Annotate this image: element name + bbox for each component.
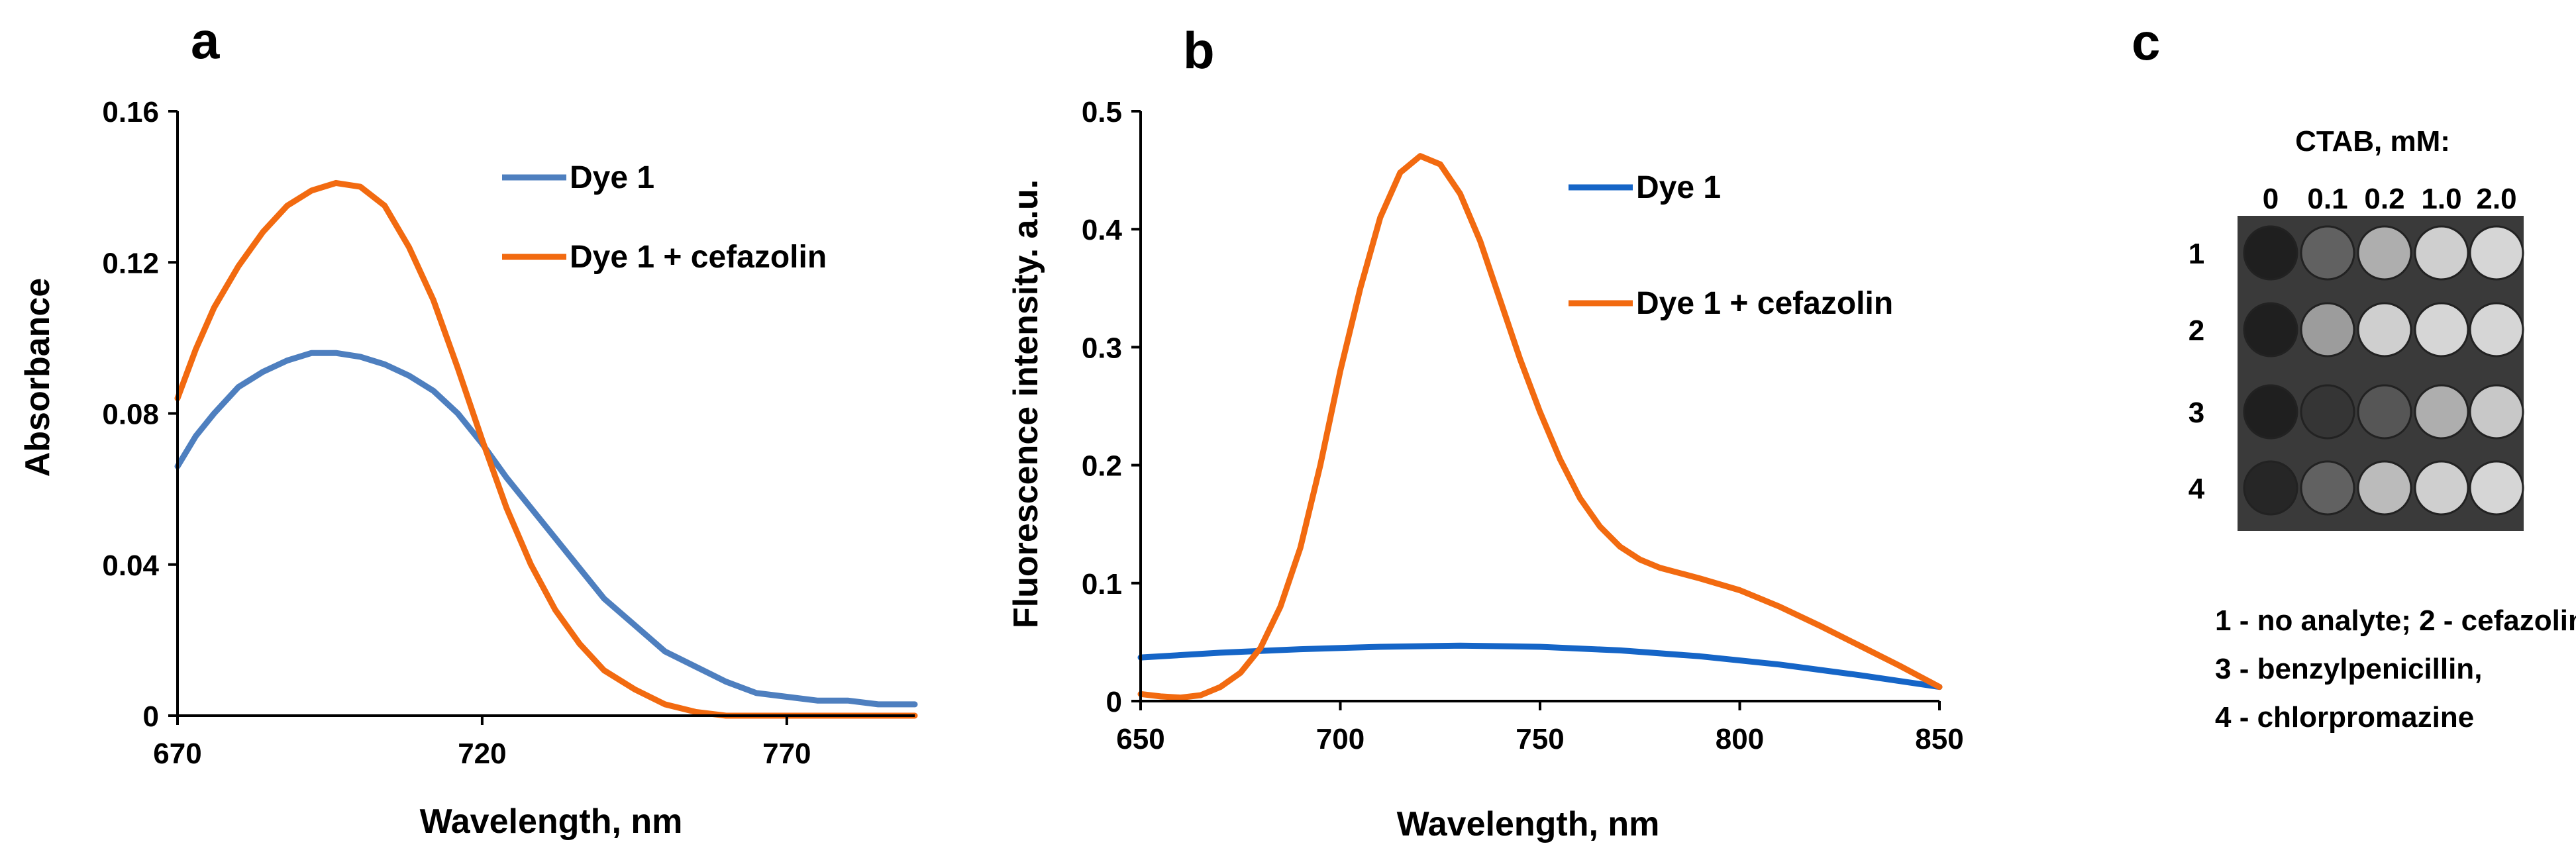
panel-b: b 0 0.1 0.2 0.3 0.4 0.5 650 700 750 800 850 Wavel… [1007,21,1964,843]
panel-letter-a: a [191,11,220,70]
plate-well [2469,225,2524,281]
plate-caption-line-2: 3 - benzylpenicillin, [2215,653,2482,685]
panel-b-x-tick-label: 650 [1116,723,1164,755]
plate-column-label: 0.2 [2364,183,2404,215]
plate-well [2469,460,2524,516]
plate-well [2414,302,2469,358]
panel-b-y-ticks: 0 0.1 0.2 0.3 0.4 0.5 [1082,96,1141,718]
plate-well [2243,460,2298,516]
plate-well [2243,225,2298,281]
panel-b-y-tick-label: 0.4 [1082,214,1123,246]
panel-b-series-dye1-line [1137,642,1943,691]
panel-a-x-tick-label: 670 [153,738,201,770]
panel-a-x-axis-title: Wavelength, nm [420,802,683,841]
panel-a-series-dye1-line [174,350,918,708]
plate-well [2357,225,2412,281]
panel-b-legend: Dye 1 Dye 1 + cefazolin [1569,170,1893,321]
panel-a-x-ticks: 670 720 770 [153,716,811,770]
plate-well [2243,302,2298,358]
panel-letter-b: b [1183,21,1215,79]
panel-b-x-tick-label: 700 [1316,723,1365,755]
panel-a-y-axis-title: Absorbance [19,278,57,477]
panel-b-y-axis-title: Fluorescence intensity. a.u. [1007,179,1045,628]
plate-column-label: 0.1 [2307,183,2347,215]
plate-well [2469,384,2524,440]
panel-a-x-tick-label: 770 [762,738,811,770]
panel-b-y-tick-label: 0.2 [1082,450,1122,483]
plate-row-label: 4 [2189,473,2205,505]
panel-b-plot [1137,111,1943,702]
plate-well [2414,225,2469,281]
panel-b-x-axis-title: Wavelength, nm [1397,805,1660,843]
plate-well [2357,302,2412,358]
panel-a-plot [174,111,918,719]
panel-c: c CTAB, mM: 0 0.1 0.2 1.0 2.0 1 2 3 4 1 - no an… [2132,13,2576,734]
panel-b-legend-cefazolin-label: Dye 1 + cefazolin [1636,286,1893,321]
panel-a-x-tick-label: 720 [458,738,506,770]
panel-a-y-tick-label: 0.08 [102,399,159,431]
plate-caption: 1 - no analyte; 2 - cefazolin, 3 - benzy… [2215,604,2576,734]
plate-caption-line-1: 1 - no analyte; 2 - cefazolin, [2215,604,2576,637]
plate-column-label: 1.0 [2421,183,2461,215]
panel-b-x-tick-label: 850 [1915,723,1963,755]
plate-well [2469,302,2524,358]
plate-well [2357,460,2412,516]
plate-column-label: 0 [2263,183,2279,215]
panel-b-x-tick-label: 750 [1516,723,1564,755]
plate-well [2243,384,2298,440]
panel-b-legend-dye1-label: Dye 1 [1636,170,1721,205]
plate-wells [2243,225,2524,516]
plate-column-labels: 0 0.1 0.2 1.0 2.0 [2263,183,2517,215]
plate-row-label: 3 [2189,397,2204,429]
plate-column-header: CTAB, mM: [2295,125,2450,158]
plate-column-label: 2.0 [2476,183,2516,215]
panel-b-y-tick-label: 0 [1106,686,1122,718]
panel-a-legend: Dye 1 Dye 1 + cefazolin [502,160,827,275]
panel-a-y-tick-label: 0.04 [102,549,159,582]
panel-b-x-tick-label: 800 [1716,723,1764,755]
plate-row-label: 1 [2189,238,2204,270]
panel-a-y-ticks: 0 0.04 0.08 0.12 0.16 [102,96,178,733]
plate-well [2357,384,2412,440]
panel-a: a 0 0.04 0.08 0.12 0.16 670 720 770 Wavelength… [19,11,918,841]
plate-well [2300,302,2355,358]
plate-well [2414,384,2469,440]
panel-a-legend-dye1-label: Dye 1 [570,160,654,195]
plate-row-labels: 1 2 3 4 [2189,238,2205,505]
panel-b-y-tick-label: 0.3 [1082,332,1122,364]
plate-well [2300,460,2355,516]
plate-well [2414,460,2469,516]
panel-letter-c: c [2132,13,2160,71]
panel-a-y-tick-label: 0.16 [102,96,159,128]
panel-a-legend-cefazolin-label: Dye 1 + cefazolin [570,240,827,275]
plate-row-label: 2 [2189,314,2204,347]
panel-b-y-tick-label: 0.5 [1082,96,1122,128]
panel-a-y-tick-label: 0 [143,700,159,733]
panel-b-series-cefazolin-line [1137,153,1943,701]
plate-well [2300,384,2355,440]
panel-b-x-ticks: 650 700 750 800 850 [1116,701,1964,755]
plate-well [2300,225,2355,281]
panel-b-y-tick-label: 0.1 [1082,568,1122,600]
plate-caption-line-3: 4 - chlorpromazine [2215,701,2474,734]
panel-a-y-tick-label: 0.12 [102,247,159,279]
